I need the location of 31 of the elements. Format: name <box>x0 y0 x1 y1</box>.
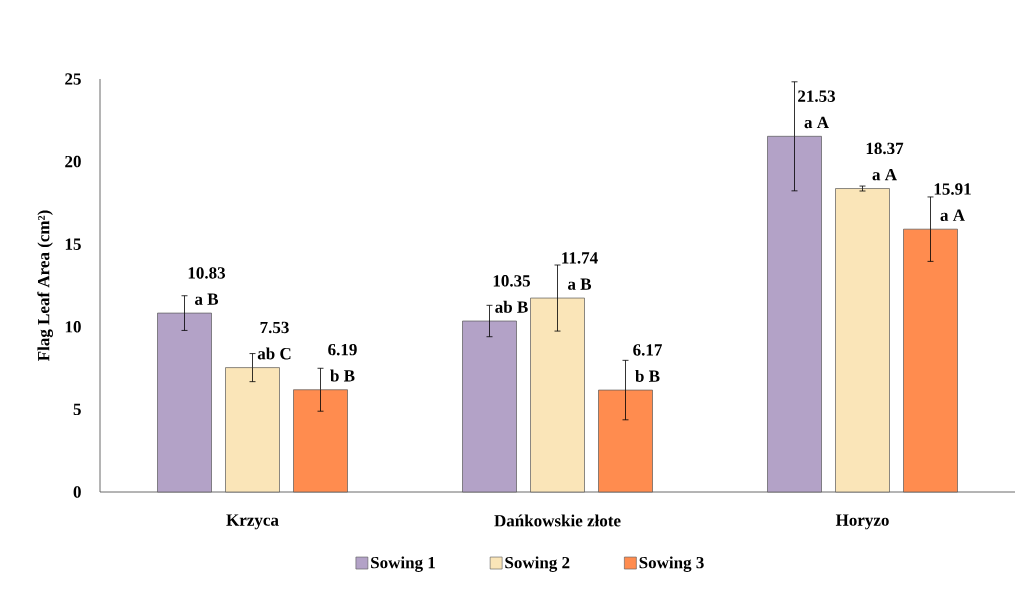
data-label: 15.91 <box>934 183 971 195</box>
data-label: 6.17 <box>633 344 662 356</box>
data-label: 7.53 <box>260 321 289 334</box>
x-tick-label: Dańkowskie złote <box>494 514 621 527</box>
y-tick-label: 5 <box>73 403 81 416</box>
legend-label: Sowing 3 <box>639 556 704 572</box>
annotation: a A <box>804 116 829 129</box>
annotation: ab B <box>495 300 528 313</box>
y-tick-label: 15 <box>65 238 81 250</box>
annotation: ab C <box>257 347 291 360</box>
data-label: 21.53 <box>798 90 836 102</box>
annotation: b B <box>635 369 660 382</box>
data-label: 6.19 <box>328 343 357 356</box>
data-label: 18.37 <box>866 142 904 155</box>
annotation: b B <box>330 369 355 382</box>
y-tick-label: 0 <box>73 486 81 498</box>
y-tick-label: 25 <box>65 73 81 85</box>
data-label: 11.74 <box>562 252 598 264</box>
x-tick-label: Krzyca <box>226 514 279 530</box>
x-tick-label: Horyzo <box>835 514 889 530</box>
y-tick-label: 10 <box>65 321 81 333</box>
legend-label: Sowing 1 <box>371 556 435 572</box>
y-axis-title: Flag Leaf Area (cm²) <box>37 210 53 361</box>
annotation: a B <box>568 278 592 290</box>
y-tick-label: 20 <box>65 155 81 168</box>
annotation: a A <box>940 209 965 221</box>
legend-label: Sowing 2 <box>505 556 570 572</box>
data-label: 10.35 <box>493 275 530 287</box>
annotation: a B <box>195 293 219 305</box>
annotation: a A <box>872 168 897 181</box>
data-label: 10.83 <box>188 267 226 279</box>
